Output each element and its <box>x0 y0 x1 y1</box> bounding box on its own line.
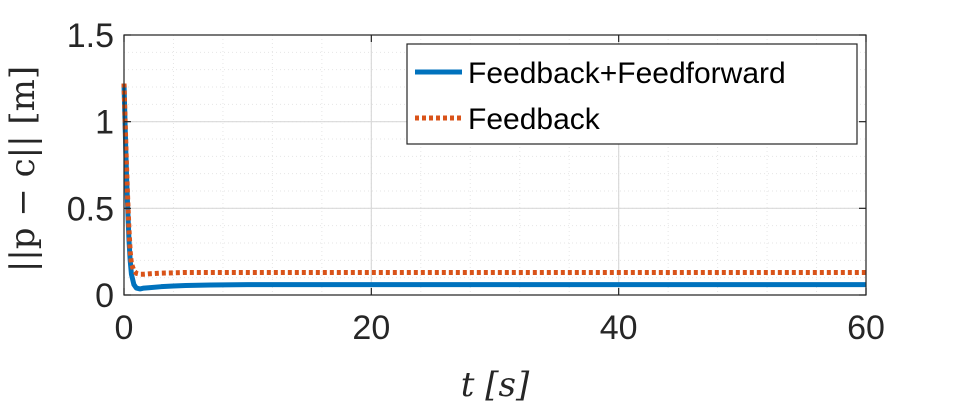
y-axis-label: ||p − c|| [m] <box>3 66 43 272</box>
tick-labels: 0 20 40 60 0 0.5 1 1.5 <box>67 17 885 347</box>
y-tick-label: 0 <box>95 277 114 315</box>
legend-label-feedback: Feedback <box>468 103 601 136</box>
axis-ticks <box>123 34 867 296</box>
y-tick-label: 0.5 <box>67 190 114 228</box>
y-tick-label: 1.5 <box>67 17 114 55</box>
x-tick-label: 40 <box>600 309 638 347</box>
x-tick-label: 20 <box>352 309 390 347</box>
x-tick-label: 0 <box>115 309 134 347</box>
y-tick-label: 1 <box>95 104 114 142</box>
x-axis-label: t [s] <box>461 365 530 405</box>
x-tick-label: 60 <box>847 309 885 347</box>
legend-label-feedback-feedforward: Feedback+Feedforward <box>468 57 786 90</box>
series-layer <box>121 83 866 292</box>
legend: Feedback+Feedforward Feedback <box>406 43 858 145</box>
legend-box <box>406 43 858 145</box>
plot-area-border <box>123 34 867 296</box>
